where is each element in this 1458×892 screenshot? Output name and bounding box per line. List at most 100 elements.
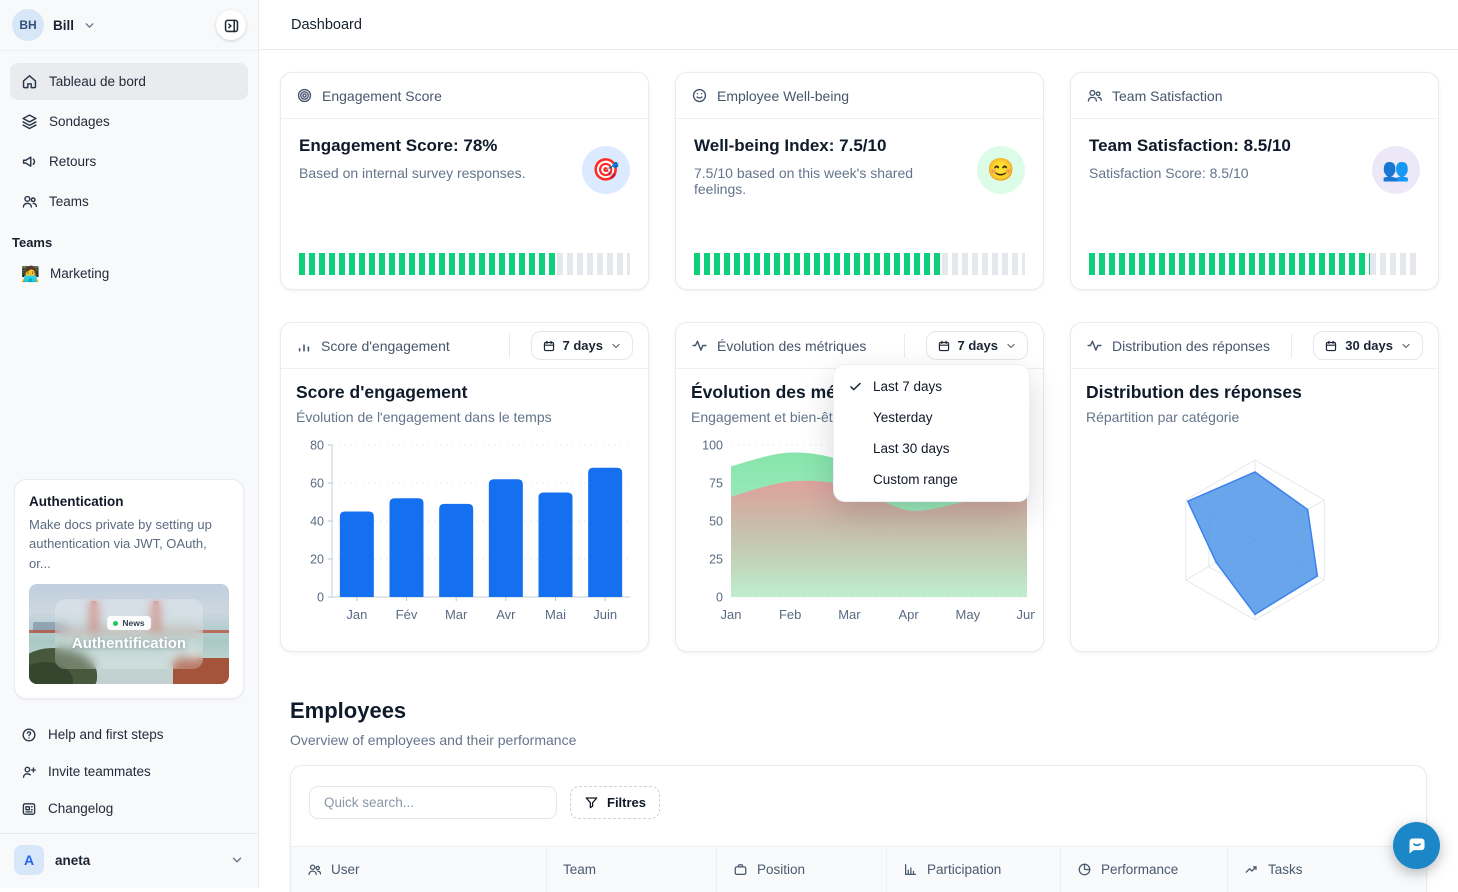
chart-title: Score d'engagement <box>296 382 468 402</box>
stat-subtitle: Based on internal survey responses. <box>299 165 526 181</box>
dropdown-item-last-30-days[interactable]: Last 30 days <box>873 441 950 456</box>
sidebar-item-label: Invite teammates <box>48 764 151 779</box>
home-icon <box>21 73 38 90</box>
progress-fill <box>694 253 943 275</box>
header-divider <box>1291 333 1293 358</box>
emoji-badge: 🎯 <box>582 146 630 194</box>
progress-fill <box>1089 253 1371 275</box>
progress-rest <box>557 253 630 275</box>
sidebar-item-invite[interactable]: Invite teammates <box>10 754 248 789</box>
sidebar-nav: Tableau de bord Sondages Retours Teams <box>0 51 258 220</box>
chart-card-header: Évolution des métriques 7 days <box>676 323 1043 369</box>
emoji-badge: 😊 <box>977 146 1025 194</box>
promo-image-skyline <box>33 622 67 633</box>
column-header-team[interactable]: Team <box>547 847 717 892</box>
bar-chart-icon <box>296 338 312 354</box>
target-icon <box>296 87 313 104</box>
chart-subtitle: Répartition par catégorie <box>1086 409 1240 425</box>
distribution-radar-chart <box>1184 459 1325 621</box>
sidebar-collapse-button[interactable] <box>216 10 246 40</box>
svg-text:20: 20 <box>310 553 324 567</box>
sidebar-item-retours[interactable]: Retours <box>10 143 248 180</box>
sidebar-item-label: Help and first steps <box>48 727 164 742</box>
topbar: Dashboard <box>259 0 1458 50</box>
promo-glass-card: News Authentification <box>55 599 203 669</box>
svg-text:40: 40 <box>310 515 324 529</box>
filters-label: Filtres <box>607 795 647 810</box>
workspace-name: Bill <box>53 17 75 33</box>
date-range-button[interactable]: 7 days <box>530 331 633 360</box>
date-range-button[interactable]: 7 days <box>925 331 1028 360</box>
smile-icon <box>691 87 708 104</box>
cards-grid: Engagement Score Engagement Score: 78% B… <box>280 72 1439 652</box>
sidebar-item-help[interactable]: Help and first steps <box>10 717 248 752</box>
svg-text:Jan: Jan <box>721 607 742 622</box>
sidebar-footer-nav: Help and first steps Invite teammates Ch… <box>0 709 258 826</box>
radar-wrap <box>1086 435 1423 645</box>
dropdown-item-last-7-days[interactable]: Last 7 days <box>834 371 1029 402</box>
search-input[interactable] <box>309 786 557 819</box>
sidebar-item-sondages[interactable]: Sondages <box>10 103 248 140</box>
svg-text:0: 0 <box>317 591 324 605</box>
stat-card-body: Engagement Score: 78% Based on internal … <box>281 119 648 289</box>
column-header-position[interactable]: Position <box>717 847 887 892</box>
promo-image: News Authentification <box>29 584 229 684</box>
panel-collapse-icon <box>223 17 240 34</box>
sidebar-section-teams-label: Teams <box>12 235 53 250</box>
date-range-label: 7 days <box>957 338 998 353</box>
sidebar-item-label: Tableau de bord <box>49 74 146 89</box>
sidebar-item-marketing[interactable]: 🧑‍💻 Marketing <box>10 255 248 292</box>
svg-text:Mar: Mar <box>838 607 861 622</box>
page-title: Dashboard <box>291 16 362 33</box>
chat-bubble-icon <box>1405 834 1429 858</box>
svg-text:0: 0 <box>716 591 723 605</box>
chevron-down-icon <box>610 340 622 352</box>
sidebar-item-label: Changelog <box>48 801 114 816</box>
stat-card: Engagement Score Engagement Score: 78% B… <box>280 72 649 290</box>
column-header-participation[interactable]: Participation <box>887 847 1061 892</box>
stat-card-header-label: Engagement Score <box>322 87 442 104</box>
employees-title: Employees <box>290 698 407 723</box>
stat-card-body: Team Satisfaction: 8.5/10 Satisfaction S… <box>1071 119 1438 289</box>
stat-card-body: Well-being Index: 7.5/10 7.5/10 based on… <box>676 119 1043 289</box>
chart-title: Distribution des réponses <box>1086 382 1302 402</box>
progress-rest <box>942 253 1025 275</box>
activity-icon <box>1086 337 1103 354</box>
svg-text:Feb: Feb <box>779 607 801 622</box>
svg-text:100: 100 <box>702 439 723 453</box>
svg-text:Mai: Mai <box>545 607 566 622</box>
date-range-button[interactable]: 30 days <box>1313 331 1423 360</box>
help-circle-icon <box>21 727 37 743</box>
chart-subtitle: Évolution de l'engagement dans le temps <box>296 409 552 425</box>
stat-card-header: Engagement Score <box>281 73 648 119</box>
chart-card-header-label: Score d'engagement <box>321 337 450 354</box>
column-header-tasks[interactable]: Tasks <box>1228 847 1426 892</box>
chart-card-header: Score d'engagement 7 days <box>281 323 648 369</box>
dropdown-item-custom-range[interactable]: Custom range <box>873 472 958 487</box>
chevron-down-icon <box>1005 340 1017 352</box>
column-header-performance[interactable]: Performance <box>1061 847 1228 892</box>
filters-button[interactable]: Filtres <box>570 786 661 819</box>
chevron-down-icon <box>230 853 244 867</box>
svg-text:75: 75 <box>709 477 723 491</box>
sidebar-item-tableau-de-bord[interactable]: Tableau de bord <box>10 63 248 100</box>
workspace-switcher[interactable]: BH Bill <box>0 0 258 51</box>
stat-card-header: Employee Well-being <box>676 73 1043 119</box>
dropdown-item-yesterday[interactable]: Yesterday <box>873 410 933 425</box>
account-switcher[interactable]: A aneta <box>0 833 258 888</box>
chart-card-header: Distribution des réponses 30 days <box>1071 323 1438 369</box>
chat-widget-button[interactable] <box>1393 822 1440 869</box>
svg-text:50: 50 <box>709 515 723 529</box>
emoji-badge: 👥 <box>1372 146 1420 194</box>
news-badge: News <box>107 616 151 630</box>
sidebar-item-label: Retours <box>49 154 97 169</box>
stat-title: Team Satisfaction: 8.5/10 <box>1089 136 1291 155</box>
column-header-user[interactable]: User <box>291 847 547 892</box>
sidebar-item-changelog[interactable]: Changelog <box>10 791 248 826</box>
sidebar: BH Bill Tableau de bord Sondages <box>0 0 259 888</box>
news-promo-card[interactable]: Authentication Make docs private by sett… <box>14 478 244 699</box>
chart-card-header-label: Distribution des réponses <box>1112 337 1270 354</box>
layers-icon <box>21 113 38 130</box>
sidebar-item-teams[interactable]: Teams <box>10 183 248 220</box>
bar-chart-icon <box>903 862 918 877</box>
